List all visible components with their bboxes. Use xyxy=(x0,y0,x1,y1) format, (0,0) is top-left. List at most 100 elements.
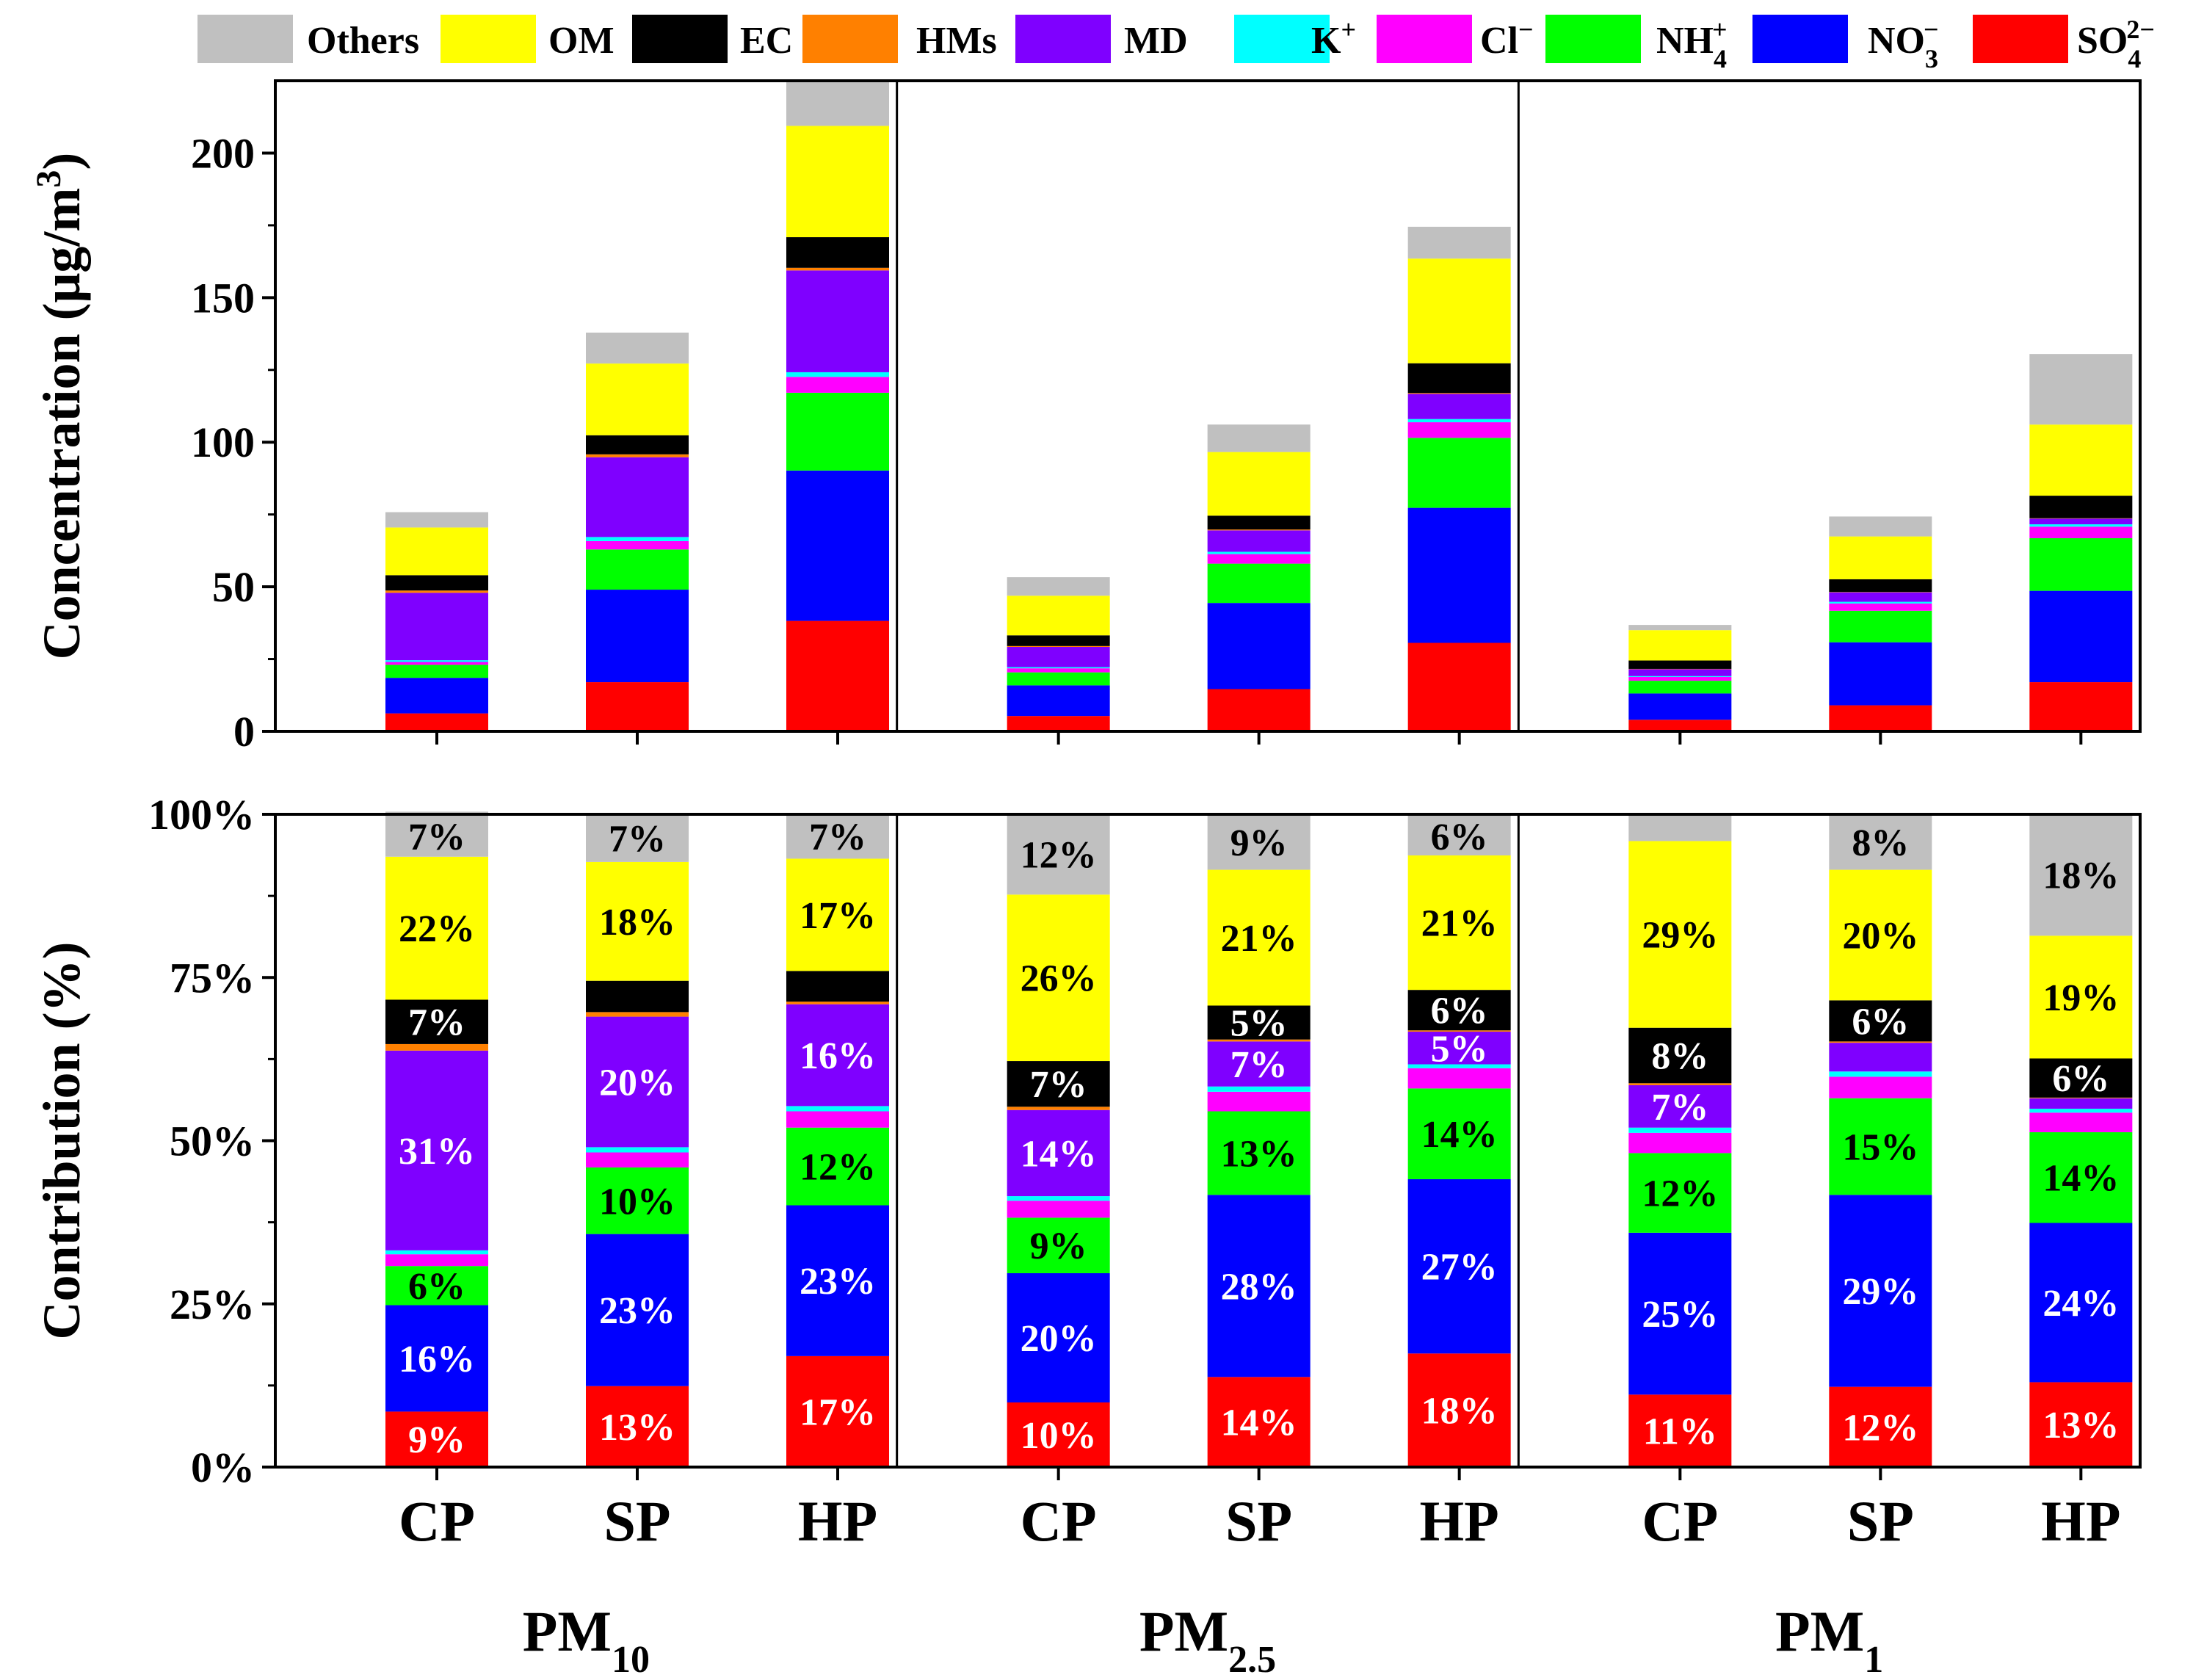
contribution-bar-pm1-hp-ec xyxy=(2029,1058,2133,1098)
contribution-panel: 9% 16% 6% 31% 7% 22% 7% 13% 23% 10% 20% 18% 7% 17% 23%… xyxy=(32,791,2142,1491)
contribution-bar-pm25-sp-ec xyxy=(1207,1005,1311,1040)
legend-swatch-md xyxy=(1015,15,1111,63)
contribution-bar-pm25-cp-om xyxy=(1007,894,1110,1062)
contribution-bar-pm1-cp-ec xyxy=(1628,1027,1732,1084)
contribution-bar-pm25-sp-others xyxy=(1207,814,1311,870)
legend-label-ec: EC xyxy=(740,20,793,62)
concentration-bar-pm10-hp-cl xyxy=(786,377,889,393)
concentration-bar-pm25-cp-md xyxy=(1007,647,1110,667)
legend-label-hms: HMs xyxy=(916,20,997,62)
contribution-bar-pm25-sp-cl xyxy=(1207,1091,1311,1112)
contribution-bar-pm25-cp-ec xyxy=(1007,1061,1110,1107)
concentration-bar-pm10-cp-no3 xyxy=(385,678,488,714)
contribution-label-pm1-sp-nh4: 15% xyxy=(1842,1127,1918,1169)
contribution-bar-pm1-cp-hms xyxy=(1628,1083,1732,1085)
contribution-bar-pm10-hp-hms xyxy=(786,1002,889,1004)
legend-label-k: K+ xyxy=(1311,15,1356,62)
contribution-label-pm25-hp-om: 21% xyxy=(1421,903,1498,945)
concentration-bar-pm1-cp-k xyxy=(1628,676,1732,677)
contribution-bar-pm25-sp-nh4 xyxy=(1207,1111,1311,1195)
concentration-bar-pm25-sp-ec xyxy=(1207,515,1311,530)
contribution-bar-pm10-cp-others xyxy=(385,811,488,857)
contribution-label-pm1-sp-no3: 29% xyxy=(1842,1271,1918,1313)
contribution-bar-pm25-cp-md xyxy=(1007,1109,1110,1197)
concentration-bar-pm10-hp-ec xyxy=(786,237,889,268)
contribution-label-pm25-hp-others: 6% xyxy=(1431,817,1488,858)
concentration-bar-pm1-hp-nh4 xyxy=(2029,537,2133,591)
concentration-bar-pm10-sp-no3 xyxy=(586,590,689,683)
contribution-label-pm10-sp-no3: 23% xyxy=(599,1290,675,1332)
contribution-label-pm1-hp-others: 18% xyxy=(2042,855,2119,897)
concentration-bar-pm10-sp-k xyxy=(586,537,689,541)
contribution-bar-pm10-cp-om xyxy=(385,856,488,1000)
contribution-bar-pm10-cp-ec xyxy=(385,999,488,1044)
contribution-bar-pm10-hp-so4 xyxy=(786,1355,889,1467)
contribution-bar-pm25-hp-nh4 xyxy=(1407,1088,1511,1179)
contribution-label-pm1-cp-om: 29% xyxy=(1642,915,1718,957)
contribution-bar-pm25-hp-hms xyxy=(1407,1030,1511,1032)
concentration-bar-pm1-cp-cl xyxy=(1628,676,1732,681)
x-tick-label-cp: CP xyxy=(1642,1489,1718,1553)
contribution-label-pm10-cp-so4: 9% xyxy=(408,1419,465,1461)
contribution-bar-pm10-sp-hms xyxy=(586,1012,689,1017)
contribution-ytick-label: 100% xyxy=(148,791,255,839)
x-tick-label-hp: HP xyxy=(798,1489,877,1553)
contribution-label-pm1-sp-so4: 12% xyxy=(1842,1407,1918,1449)
concentration-bar-pm1-hp-md xyxy=(2029,518,2133,525)
contribution-bar-pm1-sp-cl xyxy=(1829,1076,1932,1098)
contribution-bar-pm25-cp-no3 xyxy=(1007,1272,1110,1402)
concentration-bar-pm25-hp-k xyxy=(1407,419,1511,423)
concentration-bar-pm1-hp-hms xyxy=(2029,518,2133,519)
contribution-bar-pm1-sp-om xyxy=(1829,869,1932,1001)
concentration-bar-pm10-sp-nh4 xyxy=(586,549,689,590)
concentration-bar-pm10-hp-md xyxy=(786,270,889,372)
contribution-bar-pm10-hp-om xyxy=(786,858,889,971)
legend-swatch-ec xyxy=(632,15,728,63)
contribution-label-pm10-hp-others: 7% xyxy=(809,817,866,858)
contribution-bar-pm25-cp-nh4 xyxy=(1007,1217,1110,1273)
concentration-bar-pm25-sp-others xyxy=(1207,424,1311,452)
contribution-label-pm1-sp-others: 8% xyxy=(1852,822,1909,864)
contribution-label-pm25-sp-no3: 28% xyxy=(1221,1266,1297,1308)
contribution-bar-pm1-hp-k xyxy=(2029,1108,2133,1113)
concentration-bar-pm25-cp-cl xyxy=(1007,668,1110,673)
contribution-bar-pm25-sp-md xyxy=(1207,1041,1311,1087)
concentration-bar-pm25-cp-om xyxy=(1007,595,1110,636)
legend-label-no3: NO3− xyxy=(1868,15,1939,73)
contribution-bar-pm25-cp-k xyxy=(1007,1196,1110,1201)
contribution-bar-pm25-cp-others xyxy=(1007,814,1110,895)
contribution-bar-pm1-hp-cl xyxy=(2029,1112,2133,1132)
x-tick-label-hp: HP xyxy=(1420,1489,1499,1553)
contribution-bar-pm1-cp-so4 xyxy=(1628,1394,1732,1467)
contribution-bar-pm1-cp-md xyxy=(1628,1085,1732,1128)
concentration-bar-pm10-hp-so4 xyxy=(786,620,889,731)
contribution-label-pm10-cp-md: 31% xyxy=(399,1131,475,1173)
legend-swatch-om xyxy=(441,15,536,63)
concentration-bar-pm25-hp-others xyxy=(1407,226,1511,259)
contribution-label-pm25-cp-ec: 7% xyxy=(1030,1064,1087,1106)
concentration-bar-pm10-cp-md xyxy=(385,593,488,661)
concentration-bar-pm1-cp-ec xyxy=(1628,660,1732,669)
contribution-bar-pm1-hp-md xyxy=(2029,1098,2133,1109)
concentration-ytick-label: 150 xyxy=(191,274,255,322)
contribution-bar-pm10-cp-no3 xyxy=(385,1305,488,1412)
contribution-bar-pm25-hp-cl xyxy=(1407,1068,1511,1089)
concentration-bar-pm10-hp-om xyxy=(786,126,889,238)
concentration-bar-pm25-hp-cl xyxy=(1407,422,1511,438)
contribution-label-pm1-cp-nh4: 12% xyxy=(1642,1173,1718,1215)
concentration-bar-pm1-sp-cl xyxy=(1829,603,1932,611)
concentration-bar-pm1-sp-hms xyxy=(1829,592,1932,593)
concentration-bar-pm25-sp-md xyxy=(1207,530,1311,552)
concentration-bar-pm1-sp-ec xyxy=(1829,579,1932,593)
contribution-bar-pm25-sp-so4 xyxy=(1207,1377,1311,1467)
contribution-label-pm25-sp-others: 9% xyxy=(1230,822,1288,864)
contribution-bar-pm25-cp-hms xyxy=(1007,1107,1110,1110)
contribution-bar-pm1-cp-others xyxy=(1628,814,1732,841)
concentration-bar-pm10-sp-ec xyxy=(586,435,689,455)
concentration-bar-pm10-sp-md xyxy=(586,457,689,537)
concentration-bar-pm25-sp-so4 xyxy=(1207,689,1311,731)
contribution-label-pm10-hp-nh4: 12% xyxy=(800,1147,876,1189)
concentration-axis-title: Concentration (μg/m3) xyxy=(29,153,92,660)
concentration-bar-pm10-cp-so4 xyxy=(385,713,488,731)
contribution-label-pm10-sp-nh4: 10% xyxy=(599,1181,675,1223)
